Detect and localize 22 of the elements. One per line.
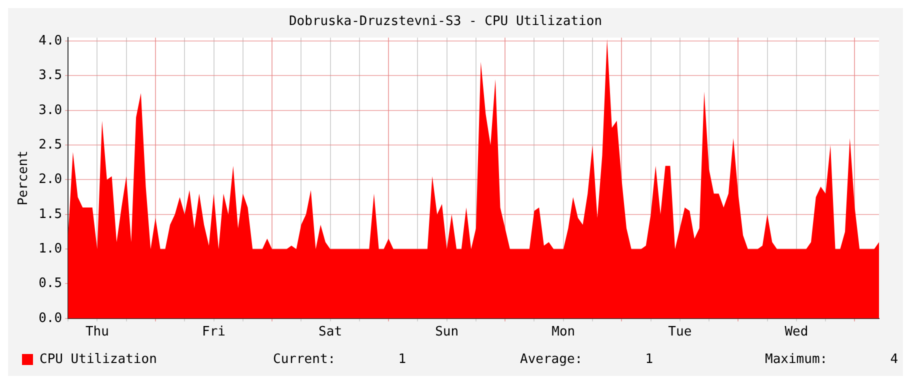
y-tick-label: 3.5 — [38, 68, 62, 84]
x-tick-label: Sat — [318, 324, 342, 340]
y-axis-title: Percent — [16, 150, 32, 206]
text: Maximum: 4 — [765, 352, 898, 367]
x-tick-label: Tue — [668, 324, 692, 340]
x-tick-label: Thu — [85, 324, 109, 340]
y-tick-label: 4.0 — [38, 33, 62, 48]
x-tick-label: Mon — [552, 324, 576, 340]
x-tick-label: Fri — [202, 324, 226, 340]
x-tick-label: Sun — [435, 324, 459, 340]
y-tick-label: 2.0 — [38, 172, 62, 188]
y-tick-label: 1.5 — [38, 206, 62, 222]
y-tick-label: 2.5 — [38, 137, 62, 152]
chart-title: Dobruska-Druzstevni-S3 - CPU Utilization — [288, 14, 602, 30]
y-tick-label: 3.0 — [38, 102, 62, 118]
text: Current: 1 — [273, 352, 406, 367]
y-tick-label: 0.5 — [38, 276, 62, 292]
y-tick-label: 0.0 — [38, 310, 62, 326]
legend-label: CPU Utilization — [40, 352, 157, 367]
y-tick-label: 1.0 — [38, 241, 62, 256]
text: Average: 1 — [520, 352, 654, 367]
x-tick-label: Wed — [784, 324, 808, 340]
